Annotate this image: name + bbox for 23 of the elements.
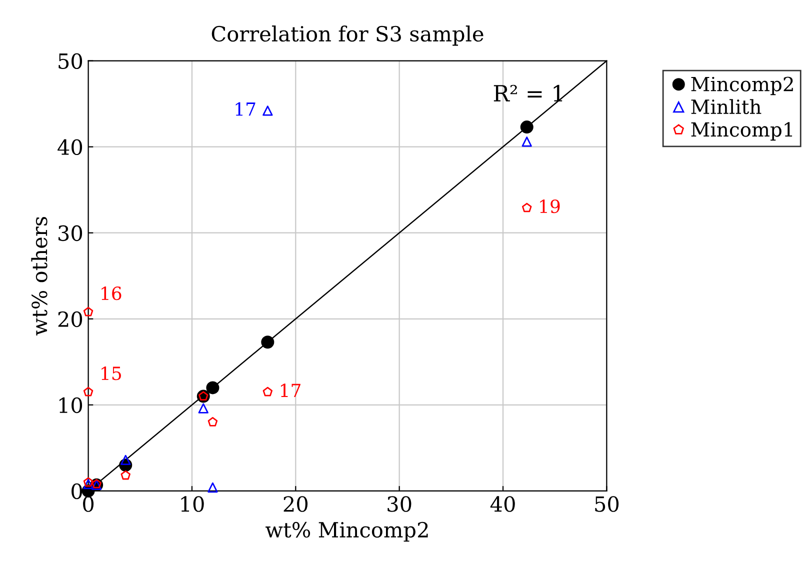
x-tick-label: 40 (490, 496, 515, 512)
y-tick-label: 10 (59, 397, 82, 414)
y-tick-label: 50 (58, 53, 82, 70)
x-tick-label: 10 (181, 496, 204, 512)
y-tick-label: 0 (72, 483, 82, 500)
annotation: 15 (102, 366, 121, 380)
y-tick-label: 40 (58, 139, 82, 156)
x-axis-title: wt% Mincomp2 (266, 522, 428, 542)
annotation: 17 (280, 384, 300, 397)
annotation: 19 (540, 199, 560, 214)
legend-label: Minlith (691, 99, 762, 114)
annotation: 17 (236, 102, 256, 116)
x-tick-label: 30 (388, 496, 412, 512)
annotation: R² = 1 (494, 84, 562, 102)
y-axis-title: wt% others (31, 216, 48, 336)
x-tick-label: 50 (595, 496, 619, 512)
x-tick-label: 20 (284, 496, 308, 512)
legend-label: Mincomp1 (691, 122, 792, 141)
annotation: 16 (102, 286, 122, 300)
legend-label: Mincomp2 (691, 76, 793, 96)
y-tick-label: 30 (58, 225, 82, 242)
y-tick-label: 20 (58, 311, 82, 328)
chart-title: Correlation for S3 sample (212, 26, 484, 46)
